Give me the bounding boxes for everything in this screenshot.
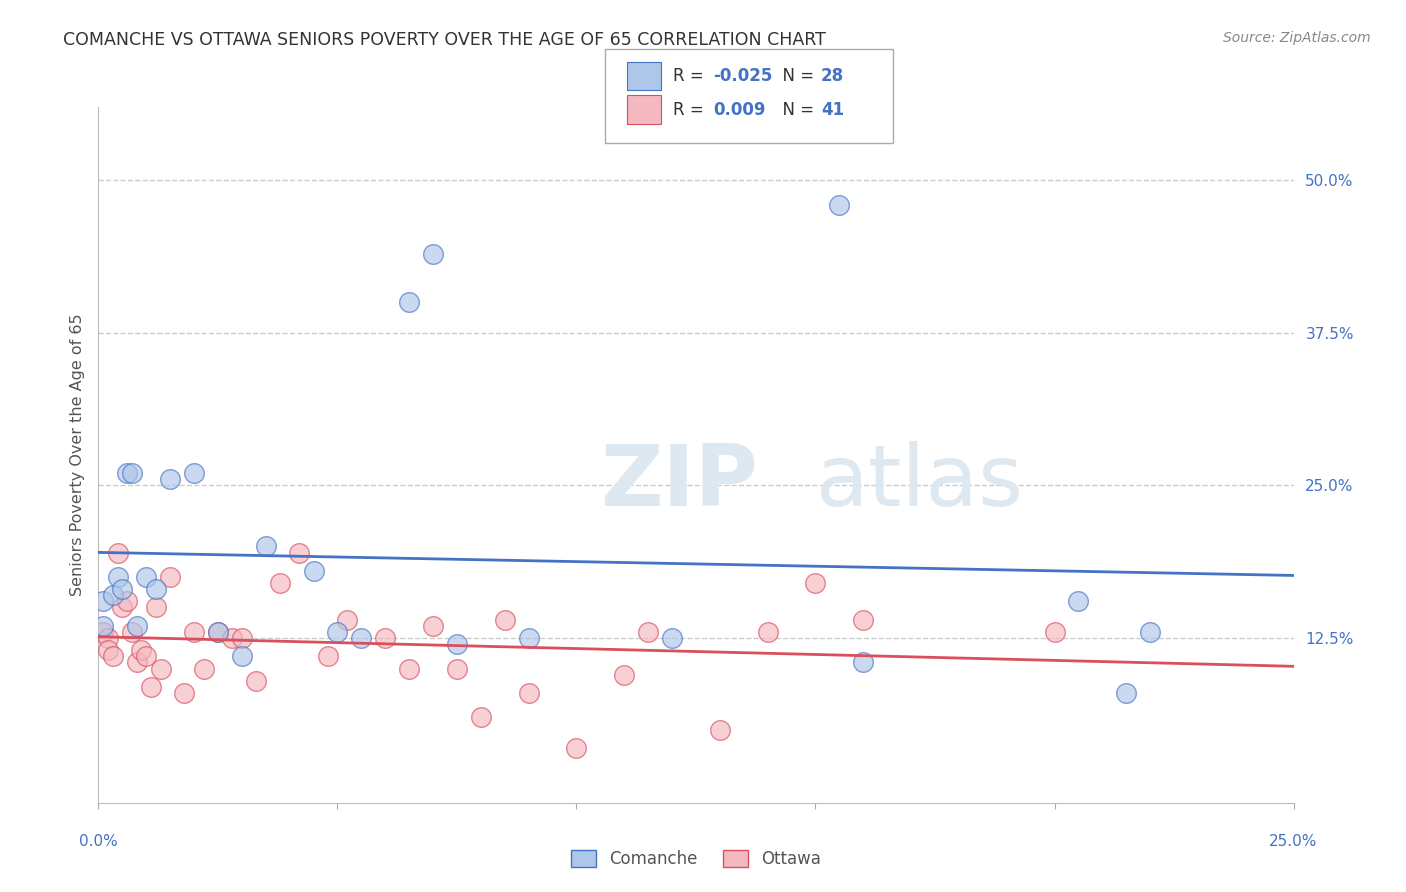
Point — [398, 661, 420, 675]
Text: atlas: atlas — [815, 442, 1024, 524]
Point — [316, 649, 339, 664]
Point — [183, 624, 205, 639]
Point — [494, 613, 516, 627]
Point — [115, 594, 138, 608]
Point — [852, 656, 875, 670]
Point — [107, 545, 129, 559]
Point — [336, 613, 359, 627]
Point — [613, 667, 636, 681]
Point — [1067, 594, 1090, 608]
Point — [91, 594, 114, 608]
Point — [709, 723, 731, 737]
Text: 0.009: 0.009 — [713, 101, 765, 119]
Point — [517, 631, 540, 645]
Point — [121, 467, 143, 481]
Point — [193, 661, 215, 675]
Text: R =: R = — [673, 67, 710, 85]
Point — [661, 631, 683, 645]
Point — [121, 624, 143, 639]
Text: COMANCHE VS OTTAWA SENIORS POVERTY OVER THE AGE OF 65 CORRELATION CHART: COMANCHE VS OTTAWA SENIORS POVERTY OVER … — [63, 31, 827, 49]
Point — [115, 467, 138, 481]
Text: ZIP: ZIP — [600, 442, 758, 524]
Point — [125, 656, 148, 670]
Point — [1115, 686, 1137, 700]
Point — [852, 613, 875, 627]
Point — [350, 631, 373, 645]
Point — [91, 619, 114, 633]
Point — [374, 631, 396, 645]
Point — [470, 710, 492, 724]
Point — [254, 540, 277, 554]
Text: N =: N = — [772, 67, 820, 85]
Point — [422, 246, 444, 260]
Text: 0.0%: 0.0% — [79, 834, 118, 849]
Text: 28: 28 — [821, 67, 844, 85]
Point — [125, 619, 148, 633]
Text: 25.0%: 25.0% — [1270, 834, 1317, 849]
Point — [565, 740, 588, 755]
Point — [107, 570, 129, 584]
Point — [1139, 624, 1161, 639]
Point — [231, 649, 253, 664]
Point — [804, 576, 827, 591]
Point — [131, 643, 153, 657]
Point — [231, 631, 253, 645]
Point — [159, 570, 181, 584]
Point — [637, 624, 659, 639]
Text: -0.025: -0.025 — [713, 67, 772, 85]
Point — [101, 649, 124, 664]
Point — [517, 686, 540, 700]
Point — [398, 295, 420, 310]
Point — [139, 680, 162, 694]
Point — [111, 600, 134, 615]
Text: 41: 41 — [821, 101, 844, 119]
Point — [446, 637, 468, 651]
Legend: Comanche, Ottawa: Comanche, Ottawa — [564, 843, 828, 874]
Point — [207, 624, 229, 639]
Point — [183, 467, 205, 481]
Text: N =: N = — [772, 101, 820, 119]
Text: R =: R = — [673, 101, 710, 119]
Point — [97, 631, 120, 645]
Point — [101, 588, 124, 602]
Y-axis label: Seniors Poverty Over the Age of 65: Seniors Poverty Over the Age of 65 — [69, 314, 84, 596]
Text: Source: ZipAtlas.com: Source: ZipAtlas.com — [1223, 31, 1371, 45]
Point — [135, 570, 157, 584]
Point — [91, 624, 114, 639]
Point — [173, 686, 195, 700]
Point — [446, 661, 468, 675]
Point — [326, 624, 349, 639]
Point — [1043, 624, 1066, 639]
Point — [145, 600, 167, 615]
Point — [221, 631, 243, 645]
Point — [145, 582, 167, 597]
Point — [302, 564, 325, 578]
Point — [135, 649, 157, 664]
Point — [288, 545, 311, 559]
Point — [422, 619, 444, 633]
Point — [828, 197, 851, 211]
Point — [756, 624, 779, 639]
Point — [149, 661, 172, 675]
Point — [159, 472, 181, 486]
Point — [207, 624, 229, 639]
Point — [97, 643, 120, 657]
Point — [269, 576, 291, 591]
Point — [111, 582, 134, 597]
Point — [245, 673, 267, 688]
